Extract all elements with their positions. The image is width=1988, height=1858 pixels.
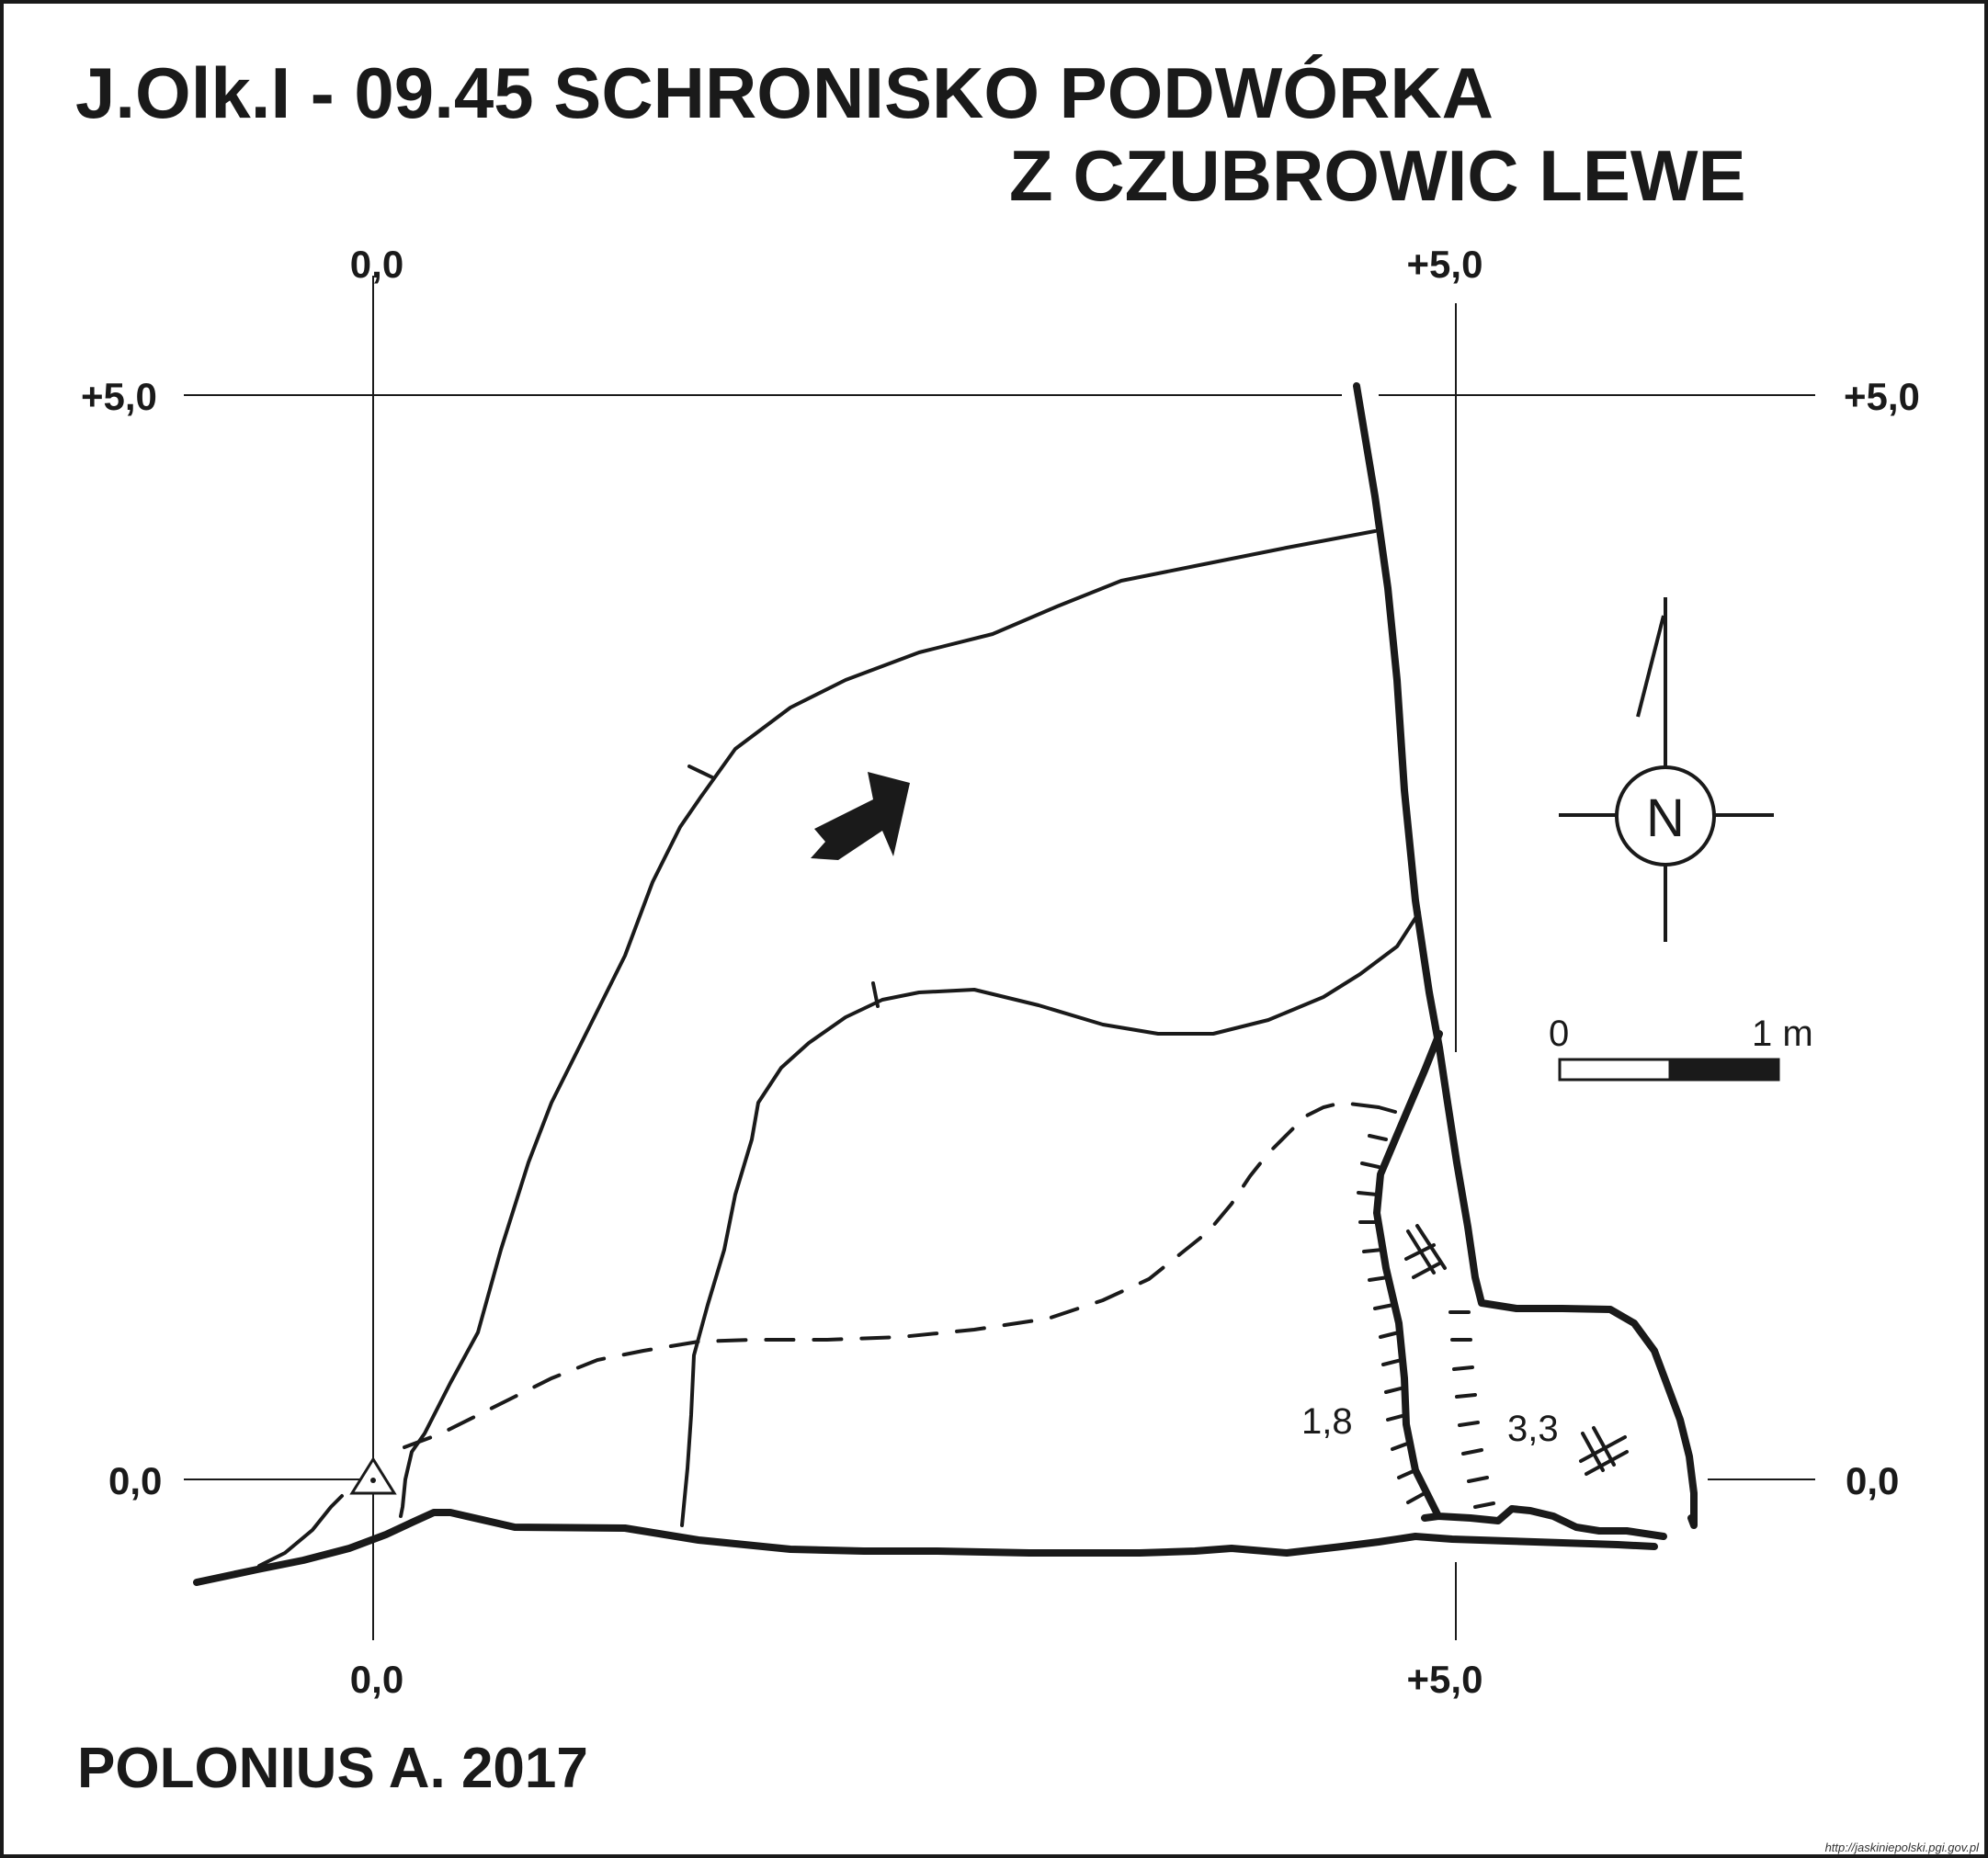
grid-lines bbox=[184, 276, 1815, 1640]
cave-walls-thick bbox=[193, 382, 1698, 1586]
hachure bbox=[1357, 1191, 1379, 1196]
depth-label-b: 3,3 bbox=[1507, 1409, 1559, 1449]
entrance-arrow-icon bbox=[811, 772, 910, 860]
depth-label-a: 1,8 bbox=[1301, 1401, 1353, 1442]
grid-label-top-right: +5,0 bbox=[1407, 243, 1483, 286]
grid-label-top-left: 0,0 bbox=[350, 243, 403, 286]
grid-label-bottom-left: 0,0 bbox=[350, 1658, 403, 1701]
hachure bbox=[1381, 1358, 1403, 1366]
hachure bbox=[1406, 1491, 1426, 1504]
hachure bbox=[1467, 1476, 1489, 1483]
hachure bbox=[1386, 1413, 1407, 1422]
source-url: http://jaskiniepolski.pgi.gov.pl bbox=[1824, 1841, 1979, 1854]
grid-label-left-bottom: 0,0 bbox=[108, 1459, 162, 1502]
hachure bbox=[1397, 1468, 1417, 1479]
scale-bar bbox=[1558, 1058, 1780, 1082]
wall-inner-column bbox=[1373, 1030, 1516, 1524]
wall-right-main bbox=[1353, 382, 1698, 1529]
hachure bbox=[1373, 1303, 1395, 1310]
survey-point-icon bbox=[349, 1456, 397, 1495]
scale-label-end: 1 m bbox=[1752, 1014, 1813, 1054]
rock-symbol-2 bbox=[1579, 1426, 1629, 1476]
hachure bbox=[1391, 1441, 1412, 1451]
hachure bbox=[1362, 1248, 1384, 1253]
hachure bbox=[1458, 1421, 1480, 1427]
wall-floor bbox=[193, 1509, 1658, 1586]
tick-inner bbox=[871, 981, 880, 1008]
contour-ledge-left bbox=[257, 1494, 344, 1568]
hachure bbox=[1379, 1331, 1401, 1339]
north-letter: N bbox=[1646, 788, 1685, 848]
drop-hachures-left bbox=[1357, 1105, 1426, 1504]
grid-label-bottom-right: +5,0 bbox=[1407, 1658, 1483, 1701]
cave-contours-thin bbox=[257, 529, 1421, 1568]
hachure bbox=[1384, 1386, 1406, 1394]
contour-outer-ceiling bbox=[399, 529, 1377, 1518]
dripline-dashed bbox=[403, 1100, 1380, 1449]
title-line-1: J.Olk.I - 09.45 SCHRONISKO PODWÓRKA bbox=[75, 52, 1494, 133]
grid-label-left-top: +5,0 bbox=[81, 375, 157, 418]
tick-outer bbox=[687, 765, 714, 779]
rock-symbol-1 bbox=[1404, 1224, 1447, 1279]
grid-label-right-bottom: 0,0 bbox=[1846, 1459, 1899, 1502]
wall-floor-right bbox=[1508, 1505, 1667, 1540]
north-arrow-icon bbox=[1559, 597, 1774, 942]
hachure bbox=[1473, 1501, 1495, 1509]
hachure bbox=[1377, 1105, 1397, 1114]
scale-label-start: 0 bbox=[1549, 1014, 1569, 1054]
hachure bbox=[1368, 1134, 1388, 1141]
hachure bbox=[1368, 1275, 1390, 1282]
title-line-2: Z CZUBROWIC LEWE bbox=[1009, 135, 1746, 216]
grid-label-right-top: +5,0 bbox=[1844, 375, 1920, 418]
hachure bbox=[1360, 1161, 1380, 1169]
hachure bbox=[1455, 1393, 1477, 1399]
author-credit: POLONIUS A. 2017 bbox=[77, 1737, 588, 1800]
contour-inner-ceiling bbox=[680, 911, 1421, 1527]
drop-hachures-right bbox=[1448, 1310, 1495, 1509]
hachure bbox=[1461, 1448, 1483, 1456]
hachure bbox=[1452, 1365, 1474, 1371]
